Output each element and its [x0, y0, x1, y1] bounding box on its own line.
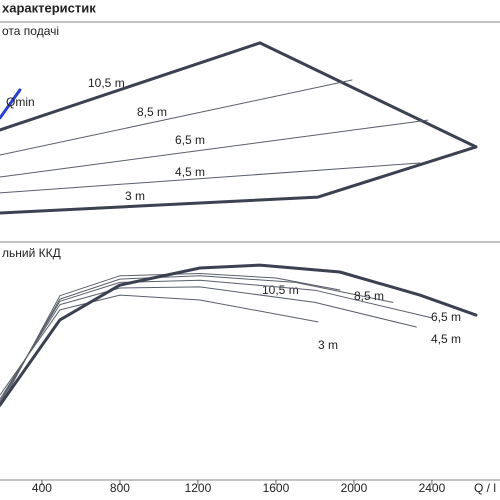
series-label: 3 m [125, 189, 145, 203]
x-axis-label: Q / l [474, 481, 496, 495]
series-label: Qmin [6, 95, 35, 109]
series-line [0, 286, 417, 400]
x-tick-label: 2400 [419, 481, 446, 495]
series-label: 6,5 m [431, 310, 461, 324]
series-label: 8,5 m [137, 105, 167, 119]
series-line [0, 263, 478, 407]
chart-title: льний ККД [2, 246, 61, 260]
series-line [0, 273, 341, 408]
x-tick-label: 1600 [263, 481, 290, 495]
series-line [0, 294, 319, 396]
series-label: 4,5 m [431, 332, 461, 346]
series-line [0, 41, 478, 149]
series-line [0, 279, 433, 402]
series-line [0, 79, 353, 156]
series-label: 8,5 m [354, 289, 384, 303]
series-line [0, 119, 429, 178]
series-label: 4,5 m [175, 165, 205, 179]
series-label: 3 m [318, 338, 338, 352]
x-tick-label: 1200 [185, 481, 212, 495]
series-label: 6,5 m [175, 133, 205, 147]
series-label: 10,5 m [262, 283, 299, 297]
series-label: 10,5 m [88, 76, 125, 90]
series-line [0, 162, 421, 194]
x-tick-label: 800 [110, 481, 130, 495]
series-line [0, 88, 22, 120]
page-title: характеристик [2, 0, 96, 15]
x-tick-label: 400 [32, 481, 52, 495]
series-line [0, 145, 478, 215]
x-tick-label: 2000 [341, 481, 368, 495]
chart-title: ота подачі [2, 24, 59, 38]
